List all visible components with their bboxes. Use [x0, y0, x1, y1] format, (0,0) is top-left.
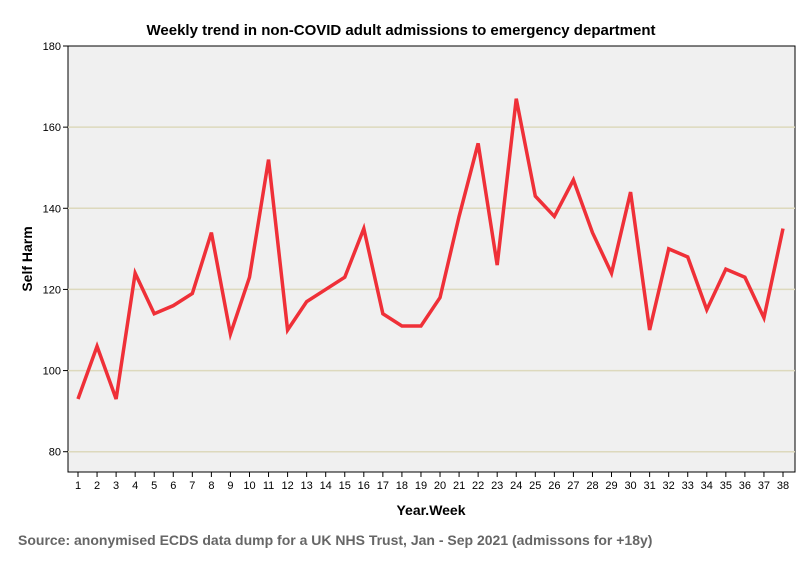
x-tick-label: 18	[396, 480, 408, 492]
y-tick-label: 100	[43, 366, 61, 378]
x-tick-label: 22	[472, 480, 484, 492]
x-tick-label: 11	[263, 480, 274, 492]
x-tick-label: 15	[339, 480, 351, 492]
x-tick-label: 13	[301, 480, 313, 492]
y-axis-label: Self Harm	[19, 226, 35, 291]
y-tick-label: 140	[43, 203, 61, 215]
chart-title: Weekly trend in non-COVID adult admissio…	[147, 22, 656, 39]
x-tick-label: 3	[113, 480, 119, 492]
y-tick-label: 180	[43, 41, 61, 53]
x-tick-label: 9	[227, 480, 233, 492]
x-tick-label: 8	[208, 480, 214, 492]
x-tick-label: 35	[720, 480, 732, 492]
x-tick-label: 27	[567, 480, 579, 492]
y-tick-label: 160	[43, 122, 61, 134]
series-line-self-harm	[76, 98, 785, 400]
x-tick-label: 33	[682, 480, 694, 492]
x-tick-label: 20	[434, 480, 446, 492]
x-tick-label: 29	[605, 480, 617, 492]
x-tick-label: 23	[491, 480, 503, 492]
x-tick-label: 21	[453, 480, 465, 492]
x-tick-label: 17	[377, 480, 389, 492]
y-tick-label: 120	[43, 284, 61, 296]
x-tick-label: 37	[758, 480, 770, 492]
x-tick-label: 12	[281, 480, 293, 492]
x-tick-label: 7	[189, 480, 195, 492]
x-tick-label: 38	[777, 480, 789, 492]
x-axis-label: Year.Week	[396, 502, 465, 518]
x-tick-label: 24	[510, 480, 522, 492]
x-tick-label: 6	[170, 480, 176, 492]
x-tick-label: 28	[586, 480, 598, 492]
x-tick-label: 31	[643, 480, 655, 492]
x-tick-label: 10	[243, 480, 255, 492]
x-tick-label: 25	[529, 480, 541, 492]
x-tick-label: 19	[415, 480, 427, 492]
source-note: Source: anonymised ECDS data dump for a …	[18, 532, 653, 548]
x-tick-label: 36	[739, 480, 751, 492]
x-tick-label: 14	[320, 480, 332, 492]
x-tick-label: 32	[663, 480, 675, 492]
x-tick-label: 5	[151, 480, 157, 492]
y-tick-label: 80	[49, 447, 61, 459]
x-tick-label: 2	[94, 480, 100, 492]
plot-area	[67, 45, 796, 473]
x-tick-label: 34	[701, 480, 713, 492]
x-tick-label: 1	[75, 480, 81, 492]
x-tick-label: 30	[624, 480, 636, 492]
x-tick-label: 26	[548, 480, 560, 492]
x-tick-label: 16	[358, 480, 370, 492]
x-tick-label: 4	[132, 480, 138, 492]
